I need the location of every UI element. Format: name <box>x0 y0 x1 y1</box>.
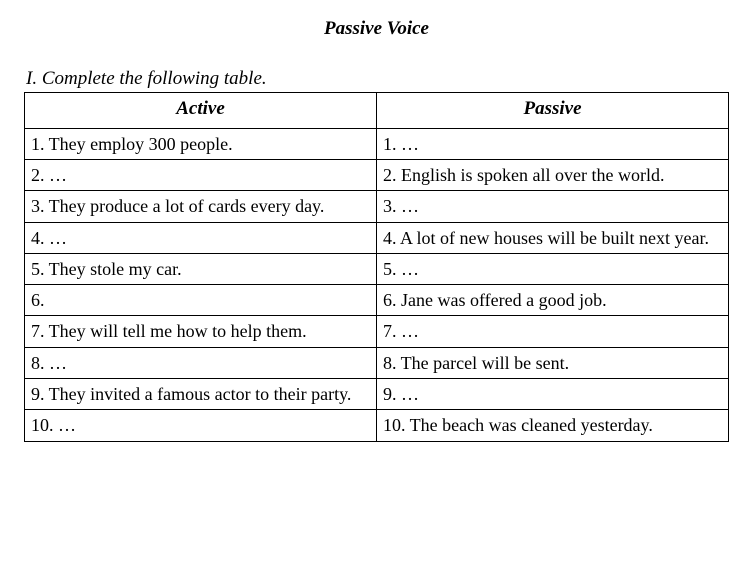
header-passive: Passive <box>377 93 729 129</box>
cell-passive: 7. … <box>377 316 729 347</box>
cell-active: 7. They will tell me how to help them. <box>25 316 377 347</box>
cell-active: 3. They produce a lot of cards every day… <box>25 191 377 222</box>
table-row: 1. They employ 300 people. 1. … <box>25 128 729 159</box>
table-row: 9. They invited a famous actor to their … <box>25 379 729 410</box>
cell-active: 6. <box>25 285 377 316</box>
cell-passive: 10. The beach was cleaned yesterday. <box>377 410 729 441</box>
table-row: 8. … 8. The parcel will be sent. <box>25 347 729 378</box>
cell-active: 8. … <box>25 347 377 378</box>
cell-active: 5. They stole my car. <box>25 253 377 284</box>
cell-active: 4. … <box>25 222 377 253</box>
cell-active: 1. They employ 300 people. <box>25 128 377 159</box>
header-active: Active <box>25 93 377 129</box>
cell-passive: 9. … <box>377 379 729 410</box>
table-row: 5. They stole my car. 5. … <box>25 253 729 284</box>
instruction-text: I. Complete the following table. <box>24 68 729 90</box>
table-row: 3. They produce a lot of cards every day… <box>25 191 729 222</box>
cell-passive: 4. A lot of new houses will be built nex… <box>377 222 729 253</box>
cell-active: 9. They invited a famous actor to their … <box>25 379 377 410</box>
cell-passive: 2. English is spoken all over the world. <box>377 159 729 190</box>
table-row: 7. They will tell me how to help them. 7… <box>25 316 729 347</box>
cell-active: 10. … <box>25 410 377 441</box>
cell-passive: 8. The parcel will be sent. <box>377 347 729 378</box>
cell-passive: 3. … <box>377 191 729 222</box>
table-row: 4. … 4. A lot of new houses will be buil… <box>25 222 729 253</box>
cell-passive: 6. Jane was offered a good job. <box>377 285 729 316</box>
table-row: 2. … 2. English is spoken all over the w… <box>25 159 729 190</box>
page-title: Passive Voice <box>24 18 729 40</box>
cell-passive: 1. … <box>377 128 729 159</box>
table-row: 6. 6. Jane was offered a good job. <box>25 285 729 316</box>
table-row: 10. … 10. The beach was cleaned yesterda… <box>25 410 729 441</box>
cell-passive: 5. … <box>377 253 729 284</box>
exercise-table: Active Passive 1. They employ 300 people… <box>24 92 729 442</box>
cell-active: 2. … <box>25 159 377 190</box>
